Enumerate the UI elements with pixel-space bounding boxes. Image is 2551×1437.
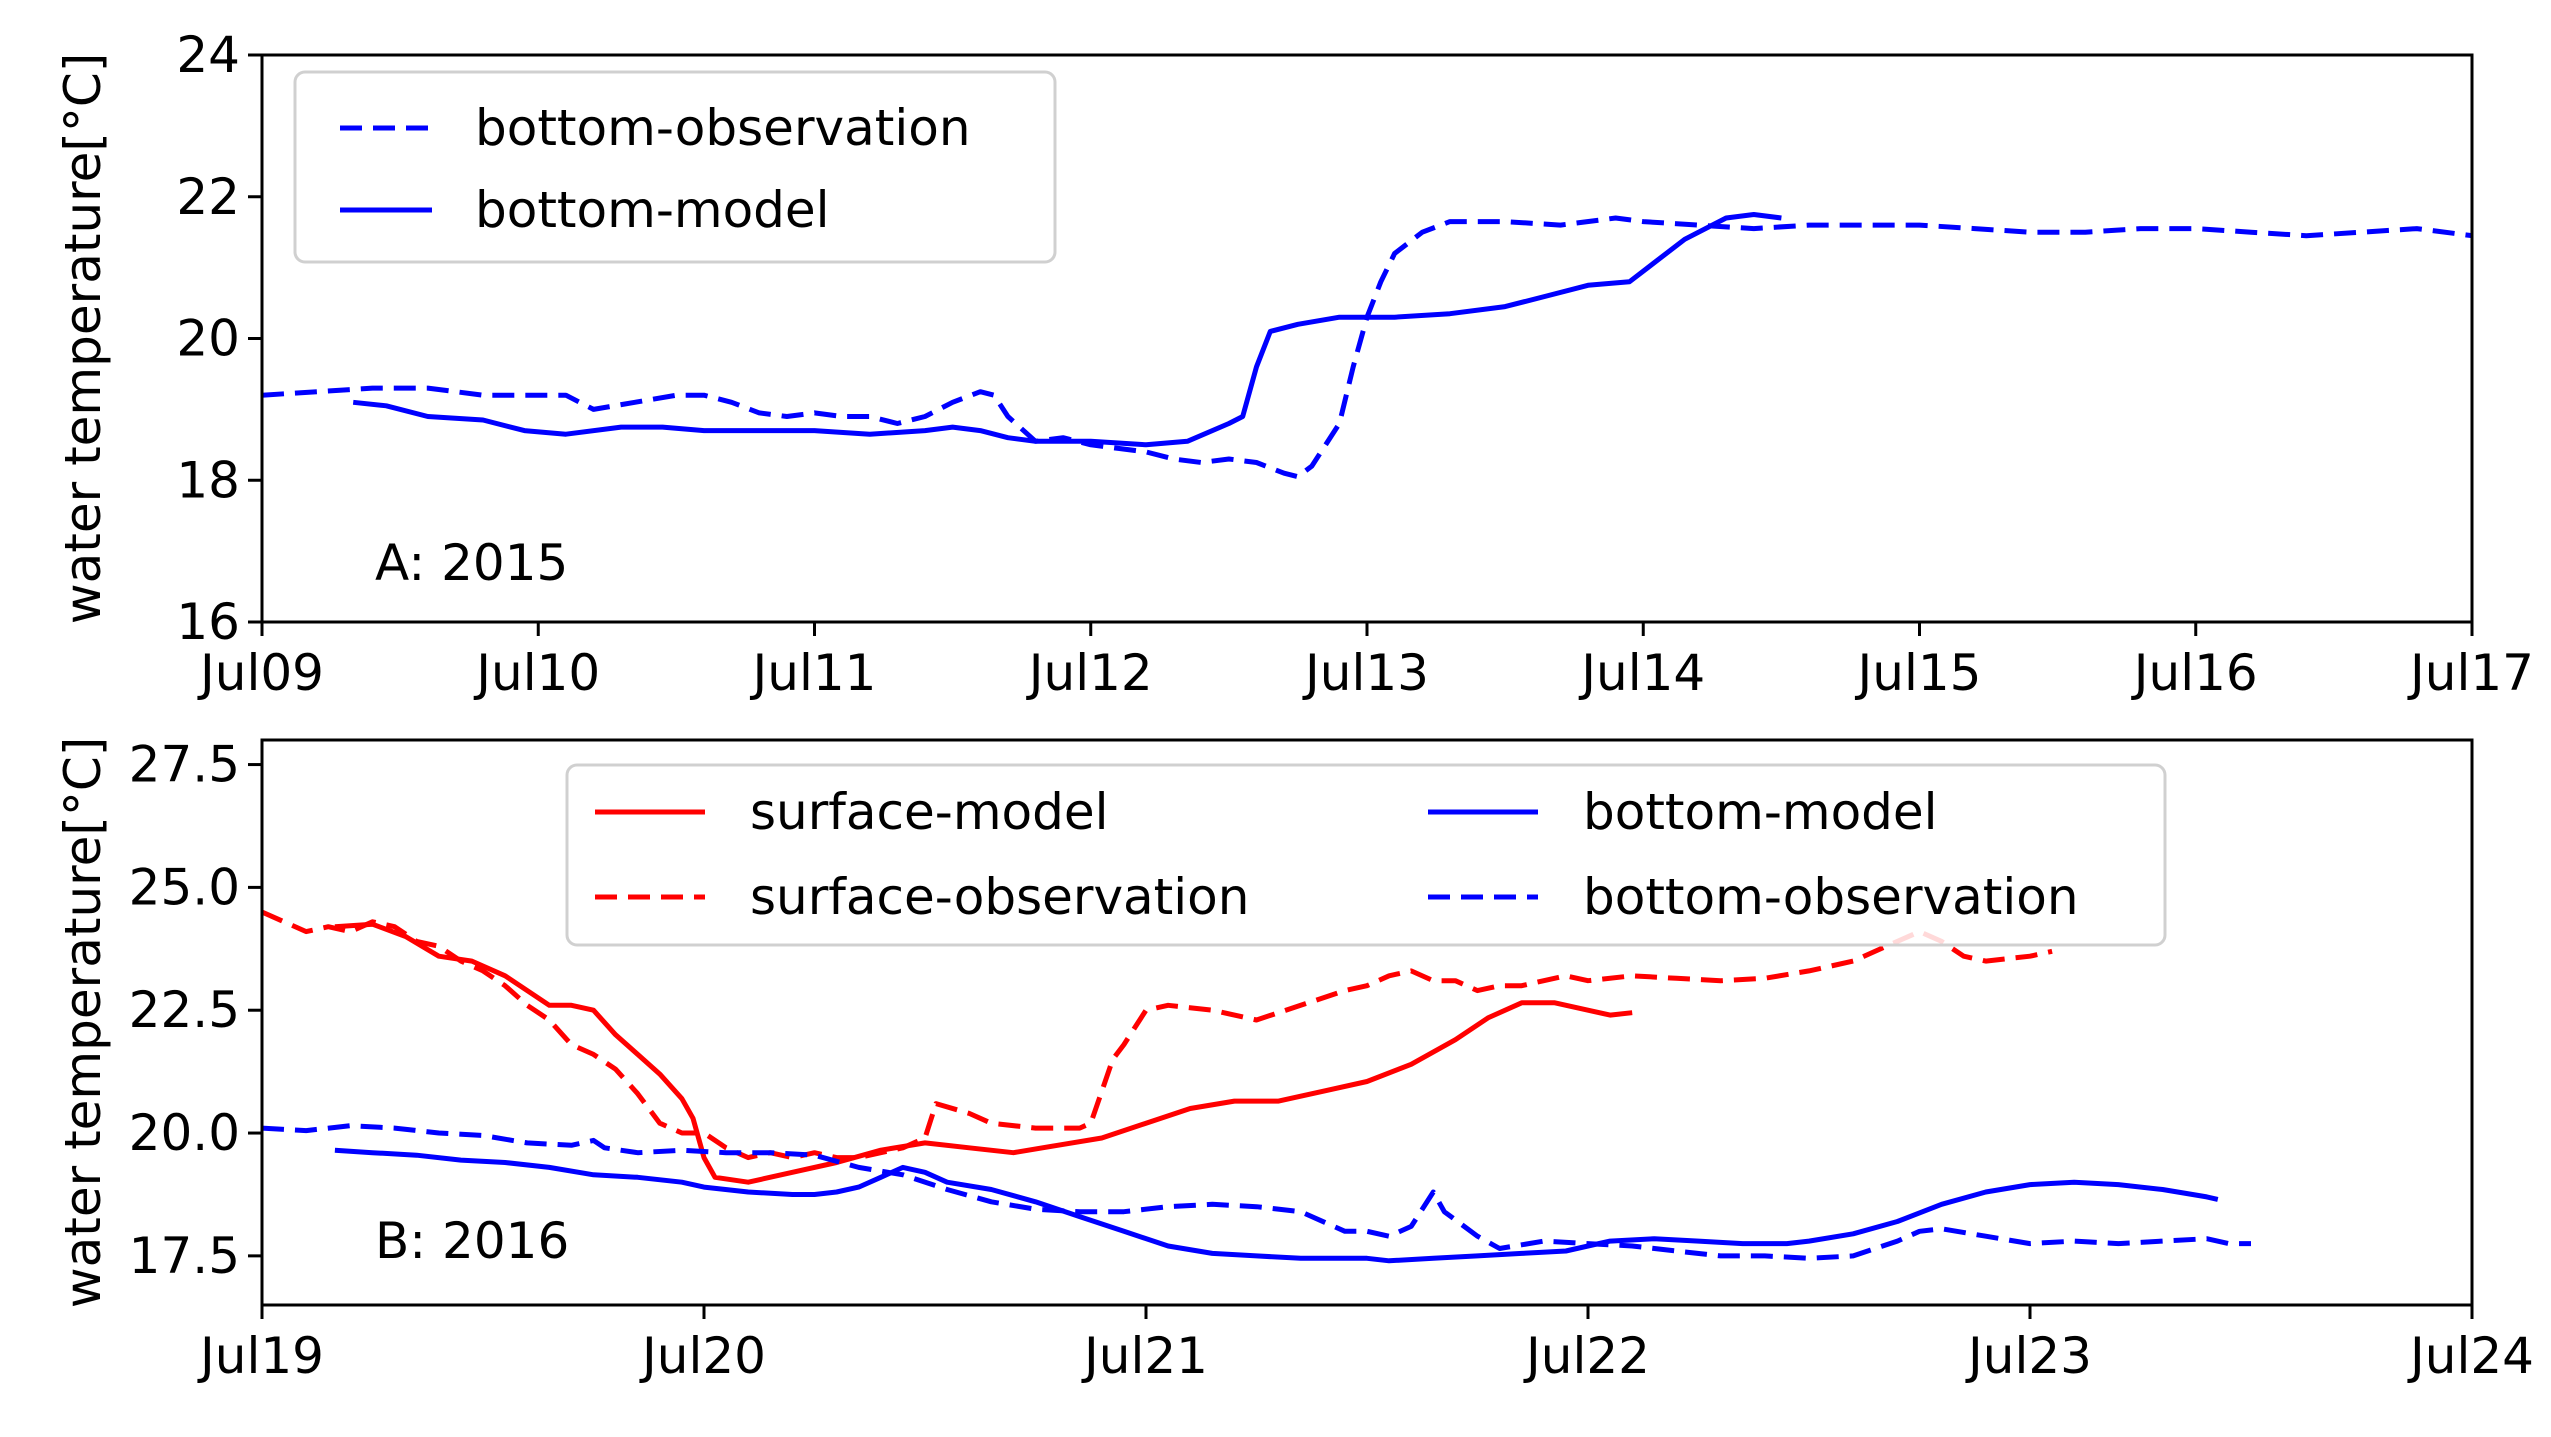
x-tick-label: Jul15	[1855, 644, 1982, 702]
legend-label: bottom-observation	[475, 99, 971, 157]
legend-label: bottom-observation	[1583, 868, 2079, 926]
x-tick-label: Jul12	[1026, 644, 1153, 702]
y-tick-label: 18	[176, 451, 240, 509]
x-tick-label: Jul13	[1302, 644, 1429, 702]
x-tick-label: Jul21	[1081, 1327, 1208, 1385]
x-tick-label: Jul23	[1965, 1327, 2092, 1385]
x-tick-label: Jul19	[197, 1327, 324, 1385]
x-tick-label: Jul14	[1578, 644, 1705, 702]
y-tick-label: 27.5	[129, 736, 240, 794]
panel-b-2016: 17.5 20.0 22.5 25.0 27.5 Jul19 Jul20 Jul21 Jul22…	[54, 736, 2534, 1385]
y-tick-label: 24	[176, 26, 240, 84]
y-tick-label: 17.5	[129, 1227, 240, 1285]
y-tick-label: 25.0	[129, 858, 240, 916]
legend-label: surface-model	[750, 783, 1109, 841]
series-line-bottom-model	[334, 1147, 2219, 1264]
series-line-bottom-observation	[262, 1123, 2251, 1261]
x-tick-label: Jul11	[750, 644, 877, 702]
x-tick-label: Jul22	[1523, 1327, 1650, 1385]
legend-label: surface-observation	[750, 868, 1249, 926]
legend: bottom-observation bottom-model	[293, 70, 1057, 264]
y-tick-label: 22	[176, 168, 240, 226]
y-axis-label: water temperature[°C]	[54, 737, 112, 1309]
plot-frame	[260, 738, 2474, 1307]
series-line-bottom-observation	[262, 215, 2472, 480]
panel-label: B: 2016	[375, 1212, 569, 1270]
panel-a-2015: 16 18 20 22 24 Jul09 Jul10 Jul11 Jul12 Jul13 Jul14…	[54, 26, 2534, 702]
legend-box	[565, 763, 2167, 947]
y-tick-label: 22.5	[129, 981, 240, 1039]
series-line-surface-observation	[262, 909, 2053, 1161]
x-tick-label: Jul24	[2407, 1327, 2534, 1385]
y-tick-label: 20.0	[129, 1104, 240, 1162]
panel-label: A: 2015	[375, 534, 568, 592]
legend-label: bottom-model	[1583, 783, 1938, 841]
x-tick-label: Jul10	[473, 644, 600, 702]
y-tick-label: 16	[176, 593, 240, 651]
legend-box	[293, 70, 1057, 264]
x-tick-label: Jul09	[197, 644, 324, 702]
x-tick-label: Jul17	[2407, 644, 2534, 702]
series-line-surface-model	[334, 921, 1633, 1185]
x-tick-label: Jul20	[639, 1327, 766, 1385]
legend: surface-model surface-observation bottom-m…	[565, 763, 2167, 947]
series-line-bottom-model	[352, 212, 1782, 448]
y-tick-label: 20	[176, 310, 240, 368]
x-tick-label: Jul16	[2131, 644, 2258, 702]
legend-label: bottom-model	[475, 181, 830, 239]
y-axis-label: water temperature[°C]	[54, 53, 112, 625]
